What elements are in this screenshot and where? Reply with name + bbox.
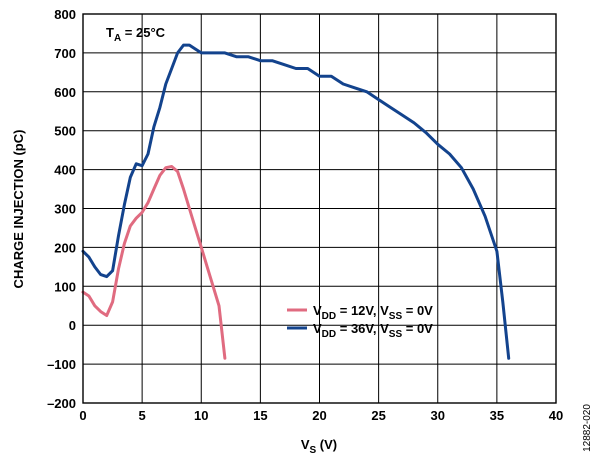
- x-tick-label: 10: [194, 408, 208, 423]
- x-tick-label: 15: [253, 408, 267, 423]
- y-tick-label: 600: [54, 85, 76, 100]
- tick-labels: 0 5 10 15 20 25 30 35 40 –200 –100 0 100 200 300 400 500…: [47, 7, 563, 423]
- series-line-1: [81, 165, 227, 360]
- legend-label: VDD = 36V, VSS = 0V: [313, 321, 433, 340]
- y-tick-label: –200: [47, 396, 76, 411]
- x-tick-label: 20: [312, 408, 326, 423]
- figure-id: 12882-020: [582, 404, 593, 452]
- x-tick-label: 25: [371, 408, 385, 423]
- x-tick-label: 0: [79, 408, 86, 423]
- y-tick-label: 300: [54, 202, 76, 217]
- y-tick-label: 500: [54, 124, 76, 139]
- legend-label: VDD = 12V, VSS = 0V: [313, 303, 433, 322]
- y-tick-label: 800: [54, 7, 76, 22]
- series-line-2: [81, 43, 511, 360]
- x-tick-label: 30: [431, 408, 445, 423]
- temperature-annotation: TA = 25°C: [106, 25, 166, 44]
- x-tick-label: 40: [549, 408, 563, 423]
- y-tick-label: 100: [54, 279, 76, 294]
- y-tick-label: –100: [47, 357, 76, 372]
- y-tick-label: 0: [69, 318, 76, 333]
- plot-area-frame: [82, 13, 557, 404]
- y-tick-label: 200: [54, 240, 76, 255]
- grid: [83, 14, 556, 403]
- y-tick-label: 700: [54, 46, 76, 61]
- series-lines: [81, 43, 511, 360]
- x-tick-label: 5: [139, 408, 146, 423]
- x-tick-label: 35: [490, 408, 504, 423]
- y-axis-title: CHARGE INJECTION (pC): [11, 130, 26, 289]
- x-axis-title: VS (V): [301, 437, 337, 456]
- y-tick-label: 400: [54, 163, 76, 178]
